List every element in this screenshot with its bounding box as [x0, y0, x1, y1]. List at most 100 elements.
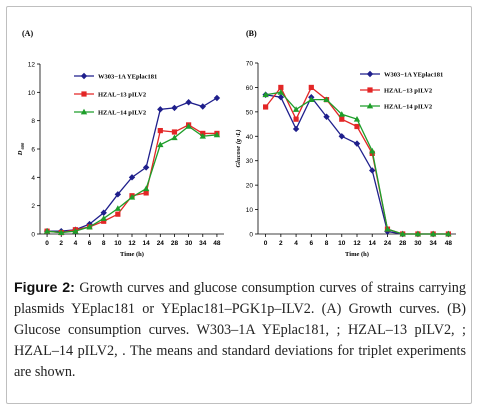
data-point [81, 91, 87, 97]
data-point [72, 227, 79, 234]
data-point [366, 70, 374, 78]
legend-entry-label: HZAL−13 pILV2 [384, 88, 432, 95]
data-point [43, 227, 51, 234]
x-tick-label: 6 [88, 240, 92, 247]
x-tick-label: 28 [399, 240, 407, 247]
data-point [366, 102, 374, 109]
series-3 [262, 89, 452, 237]
data-point [338, 111, 345, 117]
caption-text: Growth curves and glucose consumption cu… [14, 280, 466, 380]
x-tick-label: 12 [353, 240, 361, 247]
data-point [157, 127, 163, 134]
legend-entry-label: W303−1A YEplac181 [384, 72, 443, 79]
x-tick-label: 28 [171, 240, 179, 247]
data-point [80, 72, 88, 80]
data-point [114, 205, 122, 211]
data-point [339, 116, 345, 122]
x-tick-label: 8 [325, 240, 329, 247]
data-point [171, 104, 178, 112]
legend: W303−1A YEplac181 HZAL−13 pILV2 HZAL−14 pI… [360, 70, 443, 111]
x-tick-label: 6 [309, 240, 313, 247]
data-point [157, 106, 164, 113]
y-tick-label: 10 [28, 90, 36, 97]
y-axis-label-subscript: 600 [20, 142, 25, 151]
legend-entry-label: HZAL−14 pILV2 [98, 110, 146, 117]
series-line [265, 94, 449, 235]
y-tick-label: 20 [246, 183, 254, 190]
data-point [213, 131, 221, 138]
x-tick-label: 2 [59, 240, 63, 247]
data-point [308, 96, 315, 103]
data-point [277, 89, 285, 95]
x-tick-label: 12 [128, 240, 136, 247]
data-point [171, 134, 178, 141]
legend: W303−1A YEplac181 HZAL−13 pILV2 HZAL−14 pI… [74, 72, 157, 117]
data-point [115, 211, 121, 217]
data-point [445, 230, 452, 237]
figure-caption: Figure 2: Growth curves and glucose cons… [14, 278, 466, 383]
y-tick-label: 10 [246, 207, 254, 214]
x-axis-label: Time (h) [120, 251, 144, 258]
x-tick-label: 4 [294, 240, 298, 247]
data-point [353, 140, 361, 147]
data-point [142, 164, 150, 171]
data-point [128, 174, 136, 181]
data-point [292, 106, 300, 112]
data-point [429, 230, 437, 237]
data-point [171, 129, 178, 135]
y-tick-label: 0 [249, 232, 253, 239]
data-point [323, 113, 330, 120]
data-point [199, 103, 206, 110]
data-point [369, 147, 376, 154]
data-point [292, 125, 300, 133]
x-tick-label: 4 [74, 240, 78, 247]
data-point [86, 223, 93, 230]
data-point [354, 123, 360, 130]
x-tick-label: 30 [414, 240, 422, 247]
y-tick-label: 4 [31, 175, 35, 182]
series-1 [262, 91, 452, 238]
y-tick-label: 8 [31, 118, 35, 125]
x-tick-label: 48 [213, 240, 221, 247]
x-tick-label: 0 [45, 240, 49, 247]
data-point [143, 190, 149, 196]
x-tick-label: 0 [264, 240, 268, 247]
x-tick-label: 10 [338, 240, 346, 247]
x-tick-label: 34 [199, 240, 207, 247]
panel-label: (A) [22, 29, 33, 38]
data-point [263, 104, 269, 110]
series-3 [43, 123, 221, 235]
data-point [142, 185, 150, 192]
figure-frame [6, 6, 472, 404]
data-point [58, 229, 65, 235]
data-point [157, 141, 164, 148]
y-tick-label: 50 [246, 109, 254, 116]
data-point [114, 191, 122, 198]
data-point [101, 218, 107, 224]
data-point [399, 230, 406, 237]
y-tick-label: 2 [31, 203, 35, 210]
data-point [213, 94, 221, 102]
data-point [100, 209, 107, 216]
data-point [100, 215, 107, 221]
y-tick-label: 40 [246, 134, 254, 141]
y-tick-label: 60 [246, 85, 254, 92]
data-point [128, 193, 136, 200]
y-tick-label: 6 [31, 147, 35, 154]
data-point [353, 115, 361, 122]
data-point [185, 99, 192, 106]
data-point [262, 91, 269, 98]
legend-entry-label: HZAL−14 pILV2 [384, 104, 432, 111]
x-tick-label: 14 [369, 240, 377, 247]
data-point [323, 96, 330, 103]
series-line [47, 97, 218, 232]
y-axis-label: D 600 [17, 142, 25, 156]
legend-entry-label: W303−1A YEplac181 [98, 74, 157, 81]
data-point [384, 225, 391, 232]
y-tick-label: 70 [246, 61, 254, 68]
data-point [338, 133, 345, 140]
panel-label: (B) [246, 29, 257, 38]
data-point [185, 123, 192, 129]
